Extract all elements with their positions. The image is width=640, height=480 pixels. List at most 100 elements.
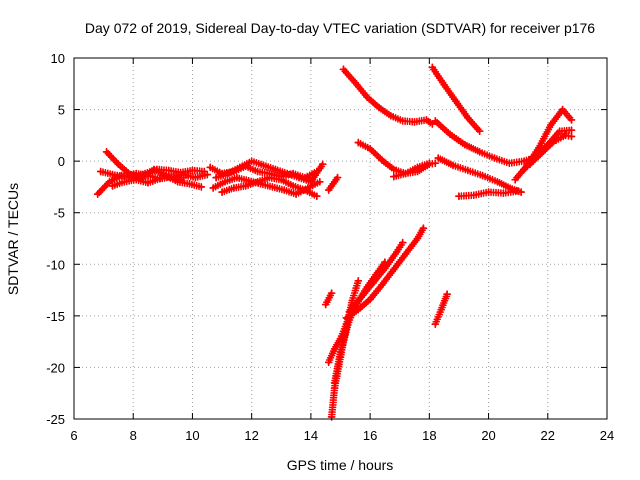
y-tick-label: -15 [46, 309, 65, 324]
data-point [236, 163, 244, 172]
series-arc-9 [324, 173, 342, 194]
data-point [546, 121, 555, 129]
data-point [93, 190, 102, 198]
y-tick-label: -25 [46, 412, 65, 427]
data-point [247, 157, 256, 165]
x-tick-label: 10 [185, 428, 199, 443]
series-arc-23 [342, 224, 428, 322]
data-point [120, 177, 129, 186]
data-point [499, 189, 508, 197]
data-point [259, 161, 268, 170]
data-point [538, 149, 546, 157]
grid [74, 58, 607, 419]
data-point [295, 173, 303, 182]
data-point [375, 103, 383, 112]
x-tick-label: 6 [70, 428, 77, 443]
data-point [138, 173, 146, 182]
x-axis-ticks: 6 8 10 12 14 16 18 20 22 24 [70, 58, 614, 443]
x-tick-label: 14 [304, 428, 318, 443]
marker-trail [511, 105, 576, 184]
series-arc-25 [321, 289, 336, 309]
data-point [230, 184, 238, 192]
data-point [348, 296, 357, 305]
data-point [558, 105, 567, 114]
data-point [461, 140, 469, 149]
data-point [156, 174, 164, 183]
data-point [469, 191, 478, 199]
series-arc-11 [354, 138, 440, 178]
data-point [419, 224, 428, 232]
data-point [292, 190, 300, 198]
data-point [173, 177, 182, 186]
series-arc-13 [428, 63, 484, 136]
x-tick-label: 16 [363, 428, 377, 443]
data-point [390, 165, 398, 174]
data-point [478, 171, 487, 180]
data-point [366, 144, 374, 153]
data-point [428, 63, 437, 72]
data-point [96, 167, 105, 176]
data-point [203, 170, 212, 179]
data-point [354, 276, 363, 285]
data-point [378, 156, 386, 164]
data-point [484, 188, 493, 196]
data-point [327, 289, 336, 297]
y-tick-label: -20 [46, 360, 65, 375]
x-tick-label: 20 [481, 428, 495, 443]
data-point [514, 187, 522, 195]
data-point [390, 172, 398, 181]
data-point [185, 180, 194, 188]
series-arc-16 [455, 187, 522, 201]
data-point [209, 184, 217, 192]
series-arc-17 [511, 105, 576, 184]
data-point [437, 305, 445, 314]
data-point [464, 114, 472, 122]
data-point [387, 111, 395, 120]
data-point [443, 290, 451, 298]
data-point [520, 157, 528, 165]
data-point [446, 130, 454, 139]
series-arc-19 [526, 131, 576, 169]
data-point [315, 177, 324, 186]
data-point [221, 177, 229, 186]
data-point [413, 234, 422, 243]
data-point [324, 186, 333, 194]
data-point [224, 169, 232, 178]
data-point [114, 160, 123, 169]
data-point [354, 305, 363, 314]
x-axis-title: GPS time / hours [287, 457, 394, 473]
data-point [357, 293, 366, 302]
data-point [401, 169, 410, 178]
y-tick-label: 0 [58, 154, 65, 169]
data-point [455, 192, 463, 201]
data-point [390, 265, 398, 274]
data-point [301, 186, 309, 194]
data-point [164, 166, 173, 175]
data-point [475, 148, 484, 156]
data-point [241, 182, 250, 190]
data-point [105, 177, 114, 186]
data-point [398, 117, 407, 125]
series-arc-14 [431, 117, 540, 168]
data-point [289, 182, 297, 190]
data-point [132, 175, 140, 184]
data-point [440, 81, 448, 89]
data-point [366, 295, 374, 304]
data-point [449, 161, 457, 170]
data-point [191, 173, 200, 182]
x-tick-label: 24 [600, 428, 614, 443]
series-layer [93, 63, 576, 421]
data-point [490, 154, 499, 162]
data-point [212, 173, 220, 182]
data-point [555, 127, 564, 136]
chart-title: Day 072 of 2019, Sidereal Day-to-day VTE… [85, 20, 595, 36]
y-tick-label: -10 [46, 257, 65, 272]
data-point [271, 165, 280, 174]
marker-trail [339, 65, 437, 128]
data-point [567, 116, 576, 124]
data-point [324, 358, 333, 367]
data-point [428, 120, 437, 128]
x-tick-label: 18 [422, 428, 436, 443]
data-point [475, 127, 484, 136]
data-point [321, 300, 330, 309]
